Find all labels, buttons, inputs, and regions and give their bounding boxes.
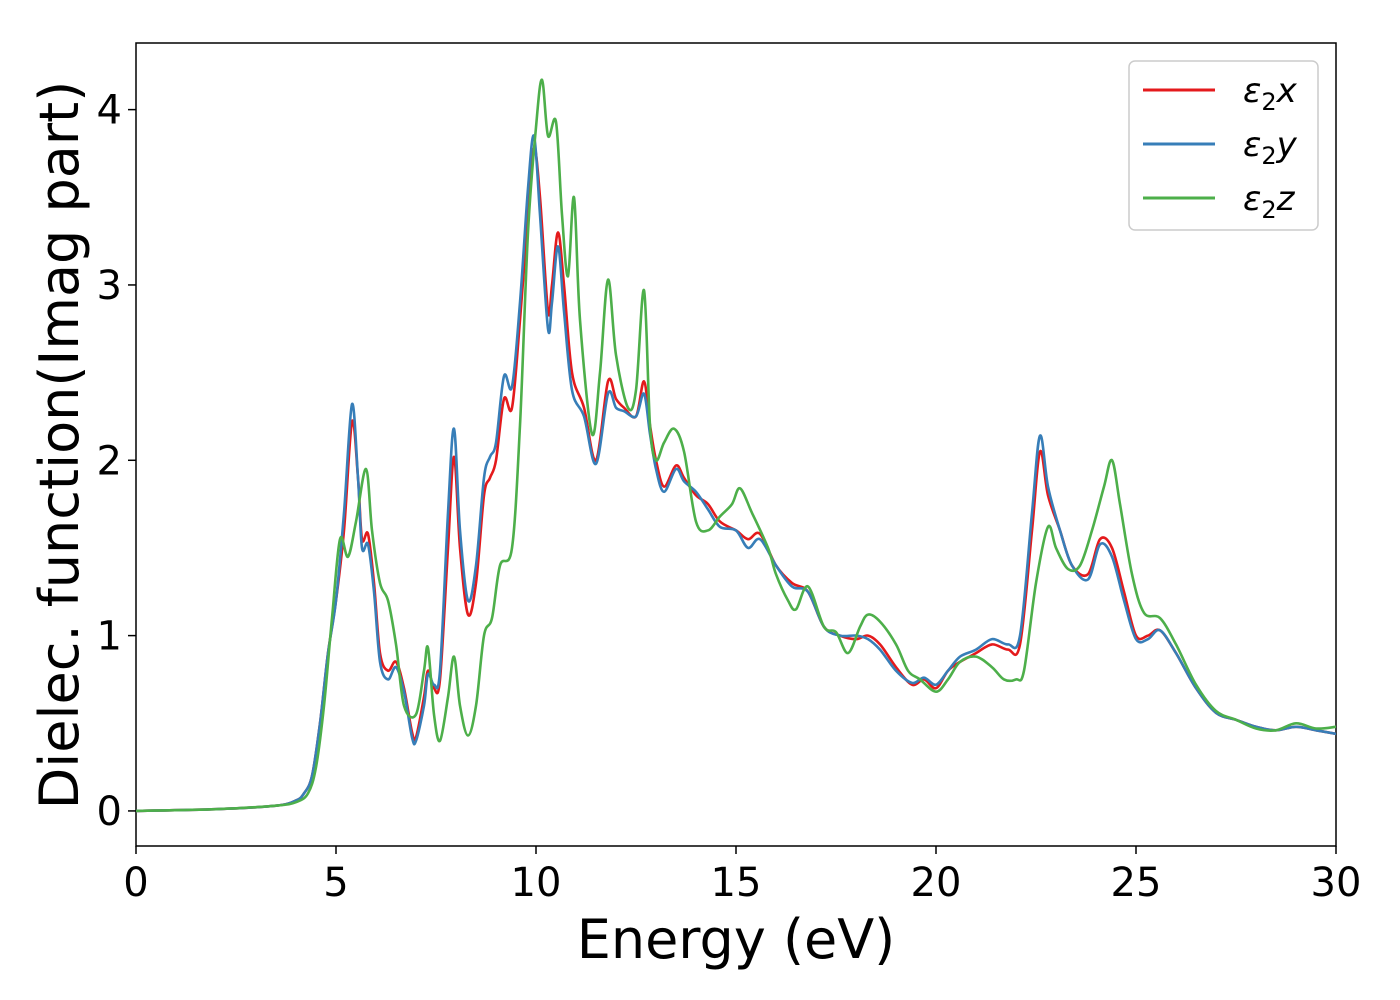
legend-label-y: ε2y xyxy=(1243,125,1298,170)
x-tick-label: 0 xyxy=(123,860,148,906)
y-axis-title: Dielec. function(Imag part) xyxy=(28,81,91,810)
series-line-x xyxy=(136,146,1336,813)
x-axis-title: Energy (eV) xyxy=(577,908,896,971)
x-tick-label: 5 xyxy=(323,860,348,906)
y-tick-label: 3 xyxy=(97,263,122,309)
y-tick-label: 4 xyxy=(97,88,122,134)
x-tick-label: 20 xyxy=(911,860,962,906)
x-tick-label: 10 xyxy=(511,860,562,906)
legend-box xyxy=(1128,60,1319,231)
series-line-z xyxy=(136,78,1336,813)
series-line-y xyxy=(136,134,1336,813)
series-lines xyxy=(136,78,1336,813)
x-axis-ticks: 0 5 10 15 20 25 30 xyxy=(123,846,1361,906)
y-tick-label: 1 xyxy=(97,614,122,660)
legend: ε2x ε2y ε2z xyxy=(1128,60,1319,231)
x-tick-label: 30 xyxy=(1311,860,1362,906)
legend-label-x: ε2x xyxy=(1243,71,1298,116)
x-tick-label: 25 xyxy=(1111,860,1162,906)
x-tick-label: 15 xyxy=(711,860,762,906)
legend-label-z: ε2z xyxy=(1243,179,1296,224)
y-tick-label: 0 xyxy=(97,789,122,835)
y-tick-label: 2 xyxy=(97,438,122,484)
y-axis-ticks: 0 1 2 3 4 xyxy=(97,88,136,835)
